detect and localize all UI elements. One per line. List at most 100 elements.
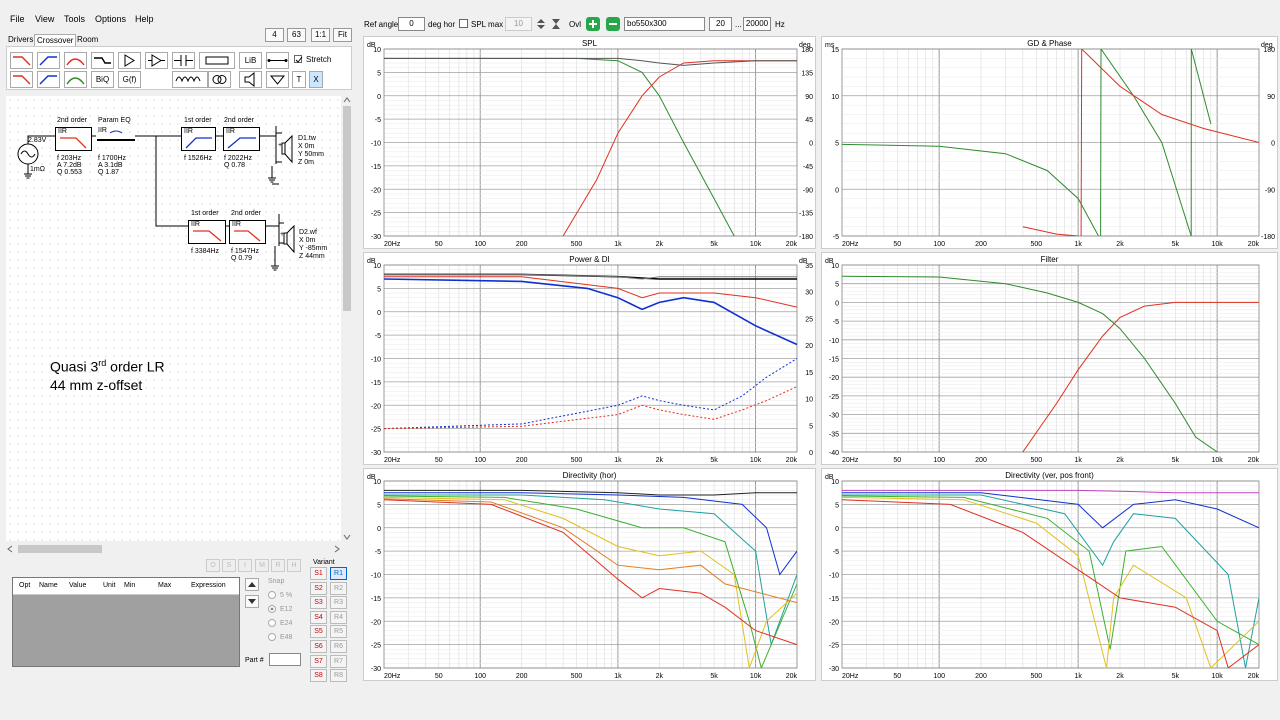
tab-room[interactable]: Room <box>77 35 99 44</box>
menu-options[interactable]: Options <box>95 14 127 24</box>
gf-button[interactable]: G(f) <box>118 71 141 88</box>
variant-r2-button[interactable]: R2 <box>330 581 347 595</box>
spl-max-checkbox[interactable] <box>459 19 468 28</box>
variant-r7-button[interactable]: R7 <box>330 654 347 668</box>
directivity-hor-chart[interactable]: Directivity (hor) dB 10 5 0 -5 -10 -15 -20 -25 -3… <box>363 468 816 681</box>
part-number-input[interactable] <box>269 653 301 666</box>
variant-s3-button[interactable]: S3 <box>310 596 327 610</box>
block2-param-eq[interactable]: IIR <box>96 127 136 141</box>
filter-chart[interactable]: Filter dB 10 5 0 -5 -10 -15 -20 -25 -30 -35 -40 20Hz… <box>821 252 1278 465</box>
move-down-button[interactable] <box>245 595 259 608</box>
crossover-schematic[interactable]: + + 2.83V 1mΩ 2nd order IIR f 203Hz A 7.… <box>6 96 341 541</box>
zoom-4-button[interactable]: 4 <box>265 28 284 42</box>
menu-file[interactable]: File <box>10 14 25 24</box>
menu-help[interactable]: Help <box>135 14 154 24</box>
state-o-button[interactable]: O <box>206 559 220 572</box>
variant-s4-button[interactable]: S4 <box>310 610 327 624</box>
capacitor-icon[interactable] <box>172 52 195 69</box>
delete-button[interactable]: X <box>309 71 323 88</box>
snap-e12-radio[interactable]: E12 <box>268 605 292 613</box>
move-up-button[interactable] <box>245 578 259 591</box>
variant-s8-button[interactable]: S8 <box>310 669 327 683</box>
snap-5pct-radio[interactable]: 5 % <box>268 591 292 599</box>
variant-r8-button[interactable]: R8 <box>330 669 347 683</box>
variant-s2-button[interactable]: S2 <box>310 581 327 595</box>
gd-phase-chart[interactable]: GD & Phase ms deg 15 10 5 0 -5 180 90 0 -90 -180 20H… <box>821 36 1278 249</box>
spl-max-input[interactable]: 10 <box>505 17 532 31</box>
collapse-toggle-icon[interactable] <box>550 17 562 31</box>
block1-lowpass[interactable]: IIR <box>55 127 92 151</box>
tab-crossover[interactable]: Crossover <box>34 34 77 46</box>
col-opt[interactable]: Opt <box>19 582 31 589</box>
x-tick-label: 2k <box>1116 457 1124 464</box>
schematic-vertical-scrollbar[interactable] <box>342 96 352 541</box>
freq-max-input[interactable]: 20000 <box>743 17 771 31</box>
block3-highpass[interactable]: IIR <box>181 127 216 151</box>
ref-angle-input[interactable]: 0 <box>398 17 425 31</box>
variant-r6-button[interactable]: R6 <box>330 640 347 653</box>
wire-tool[interactable] <box>266 52 289 69</box>
schematic-horizontal-scrollbar[interactable] <box>6 544 341 554</box>
lowpass-red-tool[interactable] <box>10 52 33 69</box>
variant-s5-button[interactable]: S5 <box>310 625 327 639</box>
shelf-tool[interactable] <box>91 52 114 69</box>
ground-icon[interactable] <box>266 71 289 88</box>
y2-tick-label: -90 <box>803 187 813 194</box>
library-button[interactable]: LiB <box>239 52 262 69</box>
transformer-icon[interactable] <box>208 71 231 88</box>
col-unit[interactable]: Unit <box>103 582 116 589</box>
state-m-button[interactable]: M <box>255 559 269 572</box>
speaker-icon[interactable] <box>239 71 262 88</box>
col-expression[interactable]: Expression <box>191 582 226 589</box>
bandpass-green-tool[interactable] <box>64 71 87 88</box>
col-value[interactable]: Value <box>69 582 87 589</box>
snap-e24-radio[interactable]: E24 <box>268 619 292 627</box>
add-overlay-icon[interactable] <box>586 17 600 31</box>
parameter-grid[interactable]: Opt Name Value Unit Min Max Expression <box>12 577 240 667</box>
variant-s6-button[interactable]: S6 <box>310 640 327 653</box>
spl-max-spinner[interactable] <box>535 17 547 31</box>
col-min[interactable]: Min <box>124 582 136 589</box>
text-tool-button[interactable]: T <box>292 71 306 88</box>
highpass-blue-2-tool[interactable] <box>37 71 60 88</box>
menu-view[interactable]: View <box>35 14 55 24</box>
block4-highpass[interactable]: IIR <box>223 127 260 151</box>
state-s-button[interactable]: S <box>222 559 236 572</box>
variant-r1-button[interactable]: R1 <box>330 567 347 580</box>
buffer-icon[interactable] <box>145 52 168 69</box>
spl-chart[interactable]: SPL dB deg 10 5 0 -5 -10 -15 -20 -25 -30 180 135 90 45… <box>363 36 816 249</box>
col-name[interactable]: Name <box>39 582 58 589</box>
snap-e48-radio[interactable]: E48 <box>268 633 292 641</box>
zoom-63-button[interactable]: 63 <box>287 28 306 42</box>
directivity-ver-chart[interactable]: Directivity (ver, pos front) dB 10 5 0 -5 -10… <box>821 468 1278 681</box>
highpass-blue-tool[interactable] <box>37 52 60 69</box>
col-max[interactable]: Max <box>158 582 172 589</box>
biquad-button[interactable]: BiQ <box>91 71 114 88</box>
power-di-chart[interactable]: Power & DI dB dB 10 5 0 -5 -10 -15 -20 -25 -30 35 30… <box>363 252 816 465</box>
remove-overlay-icon[interactable] <box>606 17 620 31</box>
state-i-button[interactable]: I <box>238 559 252 572</box>
state-h-button[interactable]: H <box>287 559 301 572</box>
block6-lowpass[interactable]: IIR <box>229 220 266 244</box>
resistor-icon[interactable] <box>199 52 235 69</box>
variant-r4-button[interactable]: R4 <box>330 610 347 624</box>
freq-min-input[interactable]: 20 <box>709 17 732 31</box>
variant-r3-button[interactable]: R3 <box>330 596 347 610</box>
zoom-1to1-button[interactable]: 1:1 <box>311 28 330 42</box>
stretch-checkbox[interactable] <box>294 55 303 63</box>
state-r-button[interactable]: R <box>271 559 285 572</box>
zoom-fit-button[interactable]: Fit <box>333 28 352 42</box>
tab-drivers[interactable]: Drivers <box>8 35 34 44</box>
block5-lowpass[interactable]: IIR <box>188 220 226 244</box>
overlay-name-input[interactable]: bo550x300 <box>624 17 705 31</box>
inductor-icon[interactable] <box>172 71 208 88</box>
amplifier-icon[interactable] <box>118 52 141 69</box>
variant-s1-button[interactable]: S1 <box>310 567 327 580</box>
menu-tools[interactable]: Tools <box>64 14 86 24</box>
lowpass-red-2-tool[interactable] <box>10 71 33 88</box>
bandpass-red-tool[interactable] <box>64 52 87 69</box>
variant-r5-button[interactable]: R5 <box>330 625 347 639</box>
variant-s7-button[interactable]: S7 <box>310 654 327 668</box>
y-tick-label: -30 <box>829 413 839 420</box>
